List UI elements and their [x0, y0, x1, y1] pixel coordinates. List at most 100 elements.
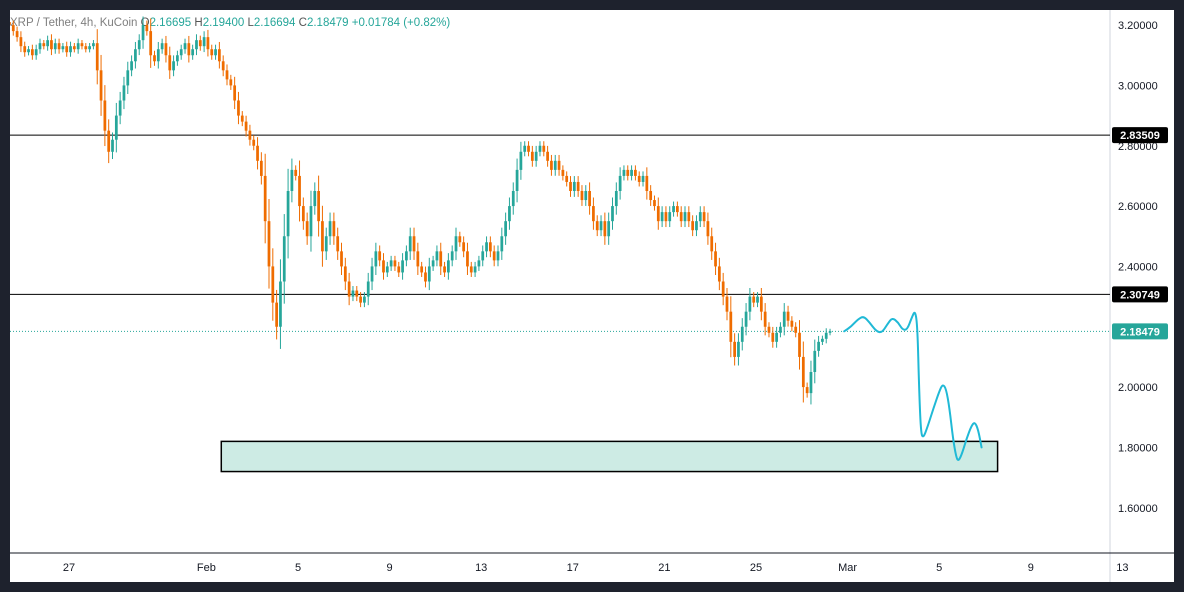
candle — [420, 261, 424, 277]
candle — [466, 242, 469, 276]
candle — [141, 16, 145, 49]
candle — [149, 18, 153, 68]
candle — [702, 206, 706, 228]
candle — [748, 287, 752, 321]
candle — [431, 255, 435, 271]
candle — [118, 91, 122, 125]
candle — [550, 154, 553, 176]
candle — [828, 328, 832, 336]
candle — [561, 165, 565, 181]
candle — [145, 20, 149, 36]
candle — [256, 137, 259, 170]
last-price-tag: 2.18479 — [1112, 323, 1168, 340]
y-tick-label: 2.60000 — [1118, 201, 1158, 213]
candle — [42, 40, 46, 50]
candle — [752, 292, 756, 308]
candle — [363, 292, 366, 308]
y-tick-label: 1.80000 — [1118, 442, 1158, 454]
candle — [252, 135, 256, 151]
candle — [687, 206, 691, 228]
candle — [160, 38, 164, 54]
candle — [343, 257, 347, 291]
candle — [618, 167, 622, 200]
candle — [496, 245, 500, 267]
price-chart[interactable]: 1.600001.800002.000002.200002.400002.600… — [10, 10, 1174, 582]
candle — [462, 236, 466, 258]
close-label: C — [298, 17, 307, 29]
candle — [294, 165, 298, 181]
open-label: O — [140, 17, 150, 29]
candle — [88, 43, 91, 53]
candle — [435, 245, 439, 267]
candle — [23, 41, 27, 57]
candle — [672, 201, 675, 217]
candle — [191, 44, 195, 60]
candle — [565, 171, 569, 187]
candle — [763, 303, 767, 336]
candle — [271, 248, 275, 321]
candle — [775, 326, 778, 348]
candle — [492, 245, 496, 267]
candle — [80, 40, 84, 50]
candle — [427, 257, 431, 291]
candle — [10, 22, 11, 26]
candle — [313, 182, 317, 215]
low-label: L — [247, 17, 254, 29]
candle — [523, 141, 527, 157]
candle — [202, 31, 206, 53]
candle — [183, 38, 187, 54]
candle — [664, 206, 668, 228]
candle — [546, 145, 549, 167]
candle — [454, 227, 458, 260]
candle — [721, 272, 725, 306]
candle — [759, 287, 763, 321]
candle — [698, 206, 702, 228]
candle — [569, 176, 572, 197]
candle — [61, 43, 65, 53]
candle — [305, 212, 309, 245]
candle — [401, 253, 404, 280]
candle — [328, 212, 332, 245]
candle — [717, 257, 721, 291]
candle — [668, 206, 672, 228]
projection-path — [843, 311, 983, 461]
candle — [729, 296, 733, 358]
candle — [187, 35, 191, 63]
candle — [206, 29, 210, 57]
candle — [447, 253, 450, 280]
candle — [557, 154, 561, 176]
candle — [737, 333, 740, 366]
x-tick-label: 9 — [387, 562, 393, 574]
candle — [725, 287, 729, 321]
candle — [576, 176, 580, 197]
candle — [298, 160, 301, 222]
candle — [259, 152, 263, 185]
candle — [599, 215, 603, 237]
candle — [405, 245, 408, 267]
candle — [84, 43, 88, 53]
candle — [485, 236, 488, 258]
candle — [279, 259, 282, 349]
candle — [134, 41, 137, 69]
candle — [244, 115, 248, 137]
candle — [340, 242, 343, 276]
candle — [282, 214, 286, 304]
candle — [458, 231, 462, 247]
candle — [641, 171, 645, 187]
candle — [95, 29, 99, 85]
candle — [111, 132, 114, 160]
x-tick-label: 5 — [295, 562, 301, 574]
candle — [347, 272, 351, 306]
x-tick-label: Feb — [197, 562, 216, 574]
candle — [267, 198, 271, 289]
candle — [46, 35, 50, 51]
candle — [176, 50, 179, 66]
x-tick-label: Mar — [838, 562, 857, 574]
candle — [122, 76, 126, 110]
x-tick-label: 27 — [63, 562, 75, 574]
candle — [637, 171, 641, 187]
candle — [794, 322, 798, 338]
x-tick-label: 25 — [750, 562, 762, 574]
high-label: H — [194, 17, 203, 29]
candle — [649, 185, 653, 206]
